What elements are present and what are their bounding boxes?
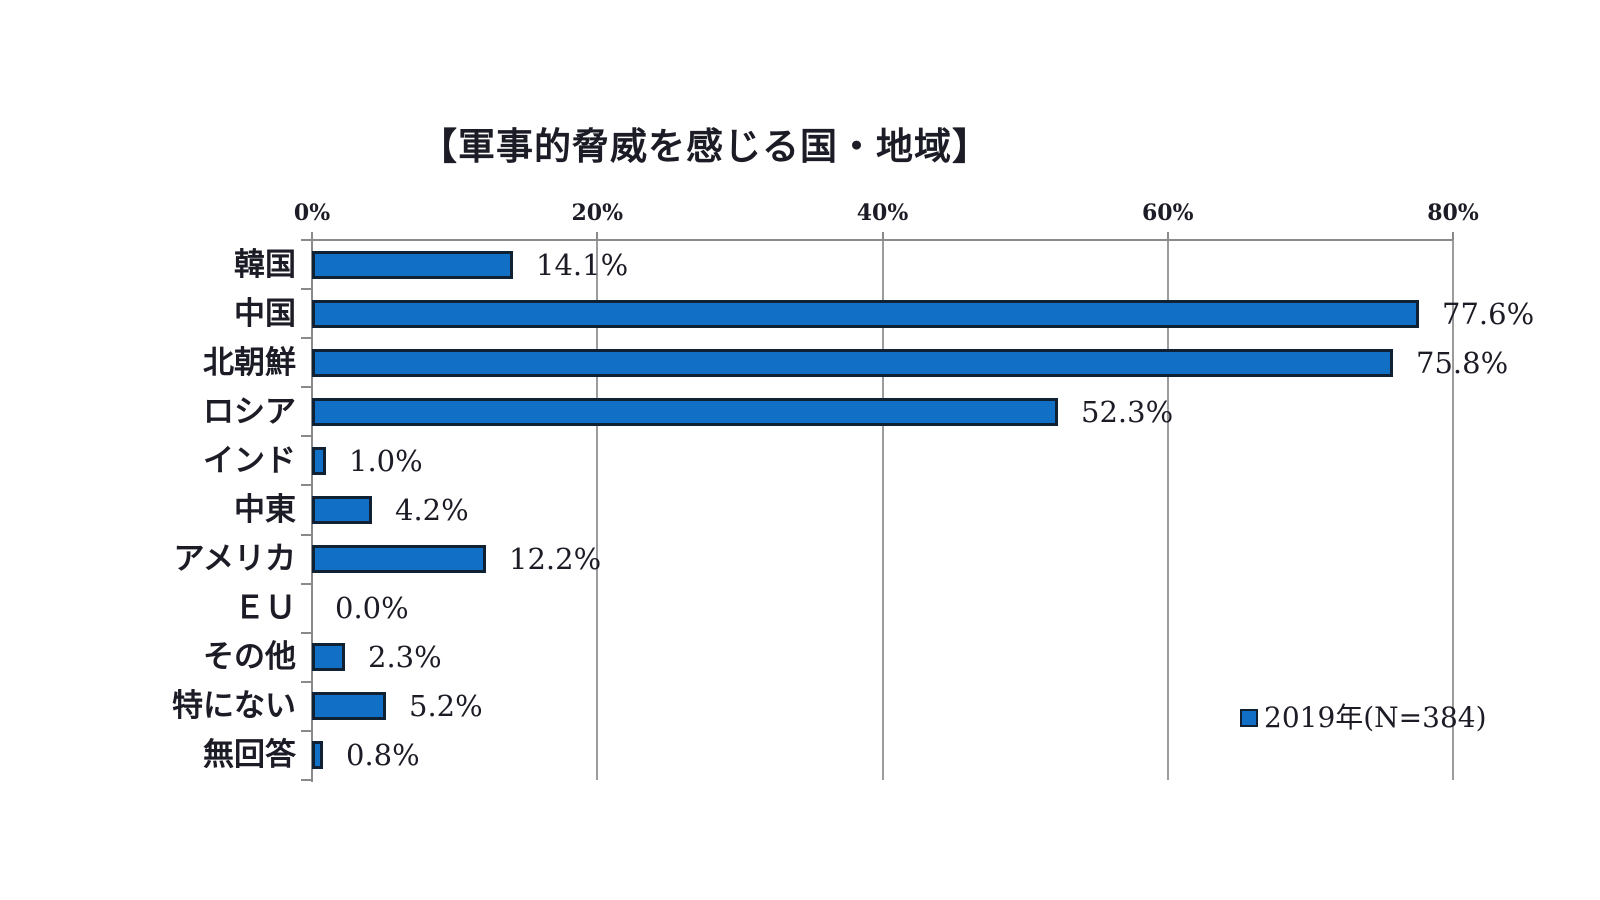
category-label: 無回答: [203, 737, 296, 774]
bar-value-label: 52.3%: [1081, 394, 1174, 429]
x-axis-tick-label: 0%: [293, 200, 331, 226]
bar: [312, 348, 1393, 377]
bar-value-label: 0.8%: [346, 738, 420, 773]
y-axis-tick: [301, 582, 312, 585]
bar-value-label: 5.2%: [409, 689, 483, 724]
gridline: [1452, 240, 1454, 780]
bar: [312, 741, 323, 770]
category-label: その他: [203, 639, 296, 676]
y-axis-tick: [301, 533, 312, 536]
category-label: 特にない: [172, 688, 296, 725]
bar: [312, 496, 372, 524]
x-axis-tick-label: 40%: [856, 200, 909, 226]
bar: [312, 692, 386, 721]
x-axis-tick: [1166, 232, 1169, 240]
x-axis-tick: [1452, 232, 1454, 240]
bar-value-label: 12.2%: [509, 542, 602, 577]
bar-value-label: 0.0%: [335, 591, 409, 626]
x-axis-tick-label: 20%: [571, 200, 624, 226]
bar: [312, 446, 326, 475]
category-label: アメリカ: [173, 541, 296, 578]
category-label: 北朝鮮: [203, 344, 296, 381]
y-axis-tick: [301, 239, 312, 241]
y-axis-tick: [301, 680, 312, 683]
bar-value-label: 77.6%: [1442, 296, 1535, 331]
y-axis-tick: [301, 337, 312, 340]
bar-value-label: 4.2%: [395, 493, 469, 527]
bar-value-label: 2.3%: [368, 640, 442, 675]
category-label: ＥＵ: [234, 590, 296, 627]
bar: [312, 397, 1058, 426]
y-axis-tick: [301, 631, 312, 634]
bar: [312, 545, 486, 574]
category-label: インド: [203, 442, 296, 479]
legend: 2019年(N=384): [1240, 704, 1487, 732]
y-axis-tick: [301, 288, 312, 291]
y-axis-tick: [301, 729, 312, 732]
bar-value-label: 75.8%: [1416, 345, 1509, 380]
bar: [312, 299, 1419, 328]
y-axis-tick: [301, 779, 312, 781]
y-axis-tick: [301, 484, 312, 487]
category-label: 中東: [234, 492, 296, 528]
bar-value-label: 14.1%: [536, 247, 629, 282]
bar: [312, 250, 513, 279]
bar-value-label: 1.0%: [349, 443, 423, 478]
x-axis-tick-label: 80%: [1427, 200, 1479, 226]
category-label: 中国: [234, 295, 296, 332]
gridline: [1166, 240, 1169, 780]
x-axis-tick: [881, 232, 884, 240]
y-axis-tick: [301, 435, 312, 438]
y-axis-tick: [301, 386, 312, 389]
x-axis-tick: [596, 232, 599, 240]
gridline: [596, 240, 599, 780]
chart-title: 【軍事的脅威を感じる国・地域】: [420, 124, 990, 168]
x-axis-line: [312, 239, 1453, 241]
legend-series-label: 2019年(N=384): [1264, 701, 1487, 734]
gridline: [881, 240, 884, 780]
x-axis-tick: [311, 232, 313, 240]
bar: [312, 643, 345, 672]
category-label: 韓国: [234, 246, 296, 283]
legend-series-marker-icon: [1240, 709, 1258, 727]
x-axis-tick-label: 60%: [1141, 200, 1194, 226]
category-label: ロシア: [203, 393, 296, 430]
